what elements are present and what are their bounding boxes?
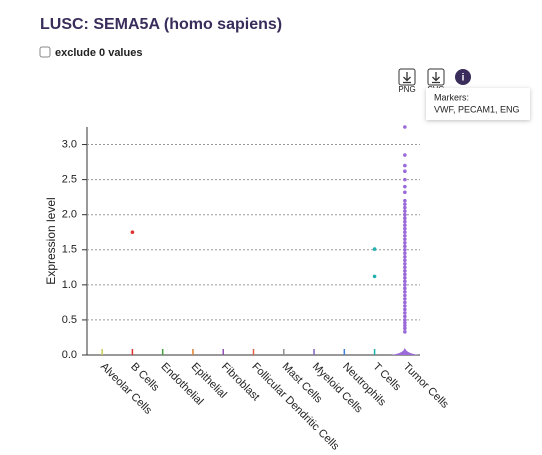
tooltip-title: Markers: xyxy=(434,92,469,102)
point xyxy=(403,269,407,273)
point xyxy=(403,184,407,189)
point xyxy=(403,290,407,294)
point xyxy=(403,153,407,157)
tooltip: Markers: VWF, PECAM1, ENG xyxy=(426,88,530,120)
point xyxy=(403,293,407,298)
y-tick-label: 3.0 xyxy=(62,138,77,150)
point xyxy=(403,258,407,263)
checkbox[interactable] xyxy=(39,46,51,58)
point xyxy=(403,216,407,220)
y-tick-label: 2.5 xyxy=(62,174,77,186)
y-axis-label: Expression level xyxy=(44,197,58,284)
y-tick-label: 1.0 xyxy=(62,279,77,291)
point xyxy=(403,323,407,328)
point xyxy=(403,300,407,305)
point xyxy=(372,247,377,251)
point xyxy=(403,198,407,203)
info-button[interactable]: i xyxy=(455,69,471,85)
point xyxy=(403,205,407,210)
point xyxy=(403,190,407,195)
point xyxy=(403,326,407,331)
point xyxy=(403,212,407,217)
point xyxy=(403,330,407,334)
y-tick-label: 0.0 xyxy=(62,349,77,361)
point xyxy=(403,276,407,280)
point xyxy=(403,251,407,256)
point xyxy=(372,274,377,279)
point xyxy=(403,318,407,322)
point xyxy=(403,247,407,252)
point xyxy=(403,314,407,319)
point xyxy=(403,125,407,129)
point xyxy=(403,279,407,284)
point xyxy=(403,320,407,325)
point xyxy=(403,219,407,224)
point xyxy=(403,262,407,266)
y-tick-label: 1.5 xyxy=(62,244,77,256)
point xyxy=(403,254,407,259)
point xyxy=(130,230,135,235)
checkbox-label[interactable]: exclude 0 values xyxy=(55,47,142,59)
point xyxy=(403,307,407,312)
point xyxy=(403,209,407,213)
point xyxy=(403,177,407,182)
point xyxy=(403,286,407,291)
point xyxy=(403,163,407,168)
y-tick-label: 2.0 xyxy=(62,209,77,221)
point xyxy=(403,272,407,277)
svg-text:i: i xyxy=(462,73,465,84)
point xyxy=(403,237,407,242)
tooltip-text: VWF, PECAM1, ENG xyxy=(434,104,520,114)
point xyxy=(403,283,407,287)
point xyxy=(403,169,407,173)
png-button[interactable]: PNG xyxy=(398,68,416,94)
point xyxy=(403,297,407,301)
point xyxy=(403,244,407,249)
x-tick-label: Tumor Cells xyxy=(401,361,451,411)
violin xyxy=(390,347,419,355)
point xyxy=(403,223,407,228)
point xyxy=(403,311,407,315)
y-tick-label: 0.5 xyxy=(62,314,77,326)
point xyxy=(403,202,407,206)
point xyxy=(403,265,407,270)
title: LUSC: SEMA5A (homo sapiens) xyxy=(40,16,282,33)
point xyxy=(403,240,407,245)
point xyxy=(403,233,407,238)
point xyxy=(403,226,407,231)
png-label: PNG xyxy=(398,85,415,94)
point xyxy=(403,304,407,308)
point xyxy=(403,230,407,235)
